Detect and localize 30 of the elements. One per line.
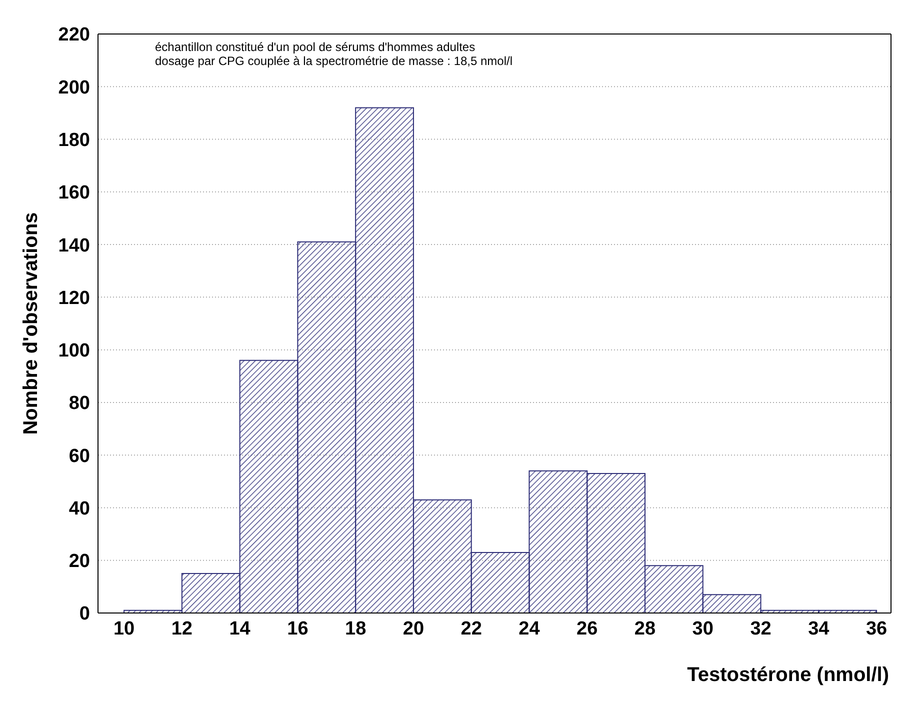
y-tick-label: 80 — [68, 393, 90, 414]
x-tick-label: 32 — [750, 618, 772, 640]
x-tick-label: 16 — [287, 618, 308, 640]
x-tick-label: 30 — [692, 618, 714, 640]
y-tick-label: 0 — [79, 604, 90, 625]
x-tick-label: 10 — [113, 618, 135, 640]
x-tick-label: 24 — [518, 618, 540, 640]
x-tick-label: 22 — [460, 618, 482, 640]
y-tick-label: 200 — [58, 77, 90, 98]
y-tick-label: 20 — [68, 551, 90, 572]
y-tick-label: 60 — [68, 446, 90, 467]
y-tick-label: 220 — [58, 24, 90, 46]
y-tick-label: 140 — [58, 235, 90, 256]
x-tick-label: 34 — [808, 618, 830, 640]
y-tick-label: 120 — [58, 288, 90, 309]
annotation: échantillon constitué d'un pool de sérums d'hommes adultes — [155, 40, 476, 54]
x-tick-label: 14 — [229, 618, 251, 640]
y-tick-label: 180 — [58, 130, 90, 152]
annotation: dosage par CPG couplée à la spectrométrie de masse : 18,5 nmol/l — [155, 54, 513, 68]
x-tick-label: 18 — [345, 618, 366, 640]
x-tick-label: 26 — [576, 618, 598, 640]
x-tick-label: 12 — [171, 618, 192, 640]
x-tick-label: 28 — [634, 618, 656, 640]
y-tick-label: 100 — [58, 340, 90, 362]
x-tick-label: 36 — [866, 618, 888, 640]
y-tick-label: 160 — [58, 182, 90, 204]
x-tick-label: 20 — [402, 618, 424, 640]
y-axis-title: Nombre d'observations — [20, 212, 42, 435]
x-axis-title: Testostérone (nmol/l) — [687, 664, 889, 686]
y-tick-label: 40 — [68, 498, 90, 520]
